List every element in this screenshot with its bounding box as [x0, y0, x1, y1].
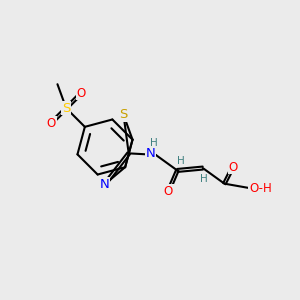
Text: O: O [164, 185, 173, 198]
Text: S: S [119, 108, 128, 121]
Text: O-H: O-H [249, 182, 272, 195]
Text: O: O [47, 116, 56, 130]
Text: N: N [100, 178, 110, 190]
Text: O: O [76, 87, 86, 100]
Text: S: S [62, 102, 70, 115]
Text: H: H [200, 175, 208, 184]
Text: N: N [146, 147, 155, 160]
Text: H: H [177, 156, 185, 166]
Text: O: O [228, 161, 237, 174]
Text: H: H [150, 139, 158, 148]
